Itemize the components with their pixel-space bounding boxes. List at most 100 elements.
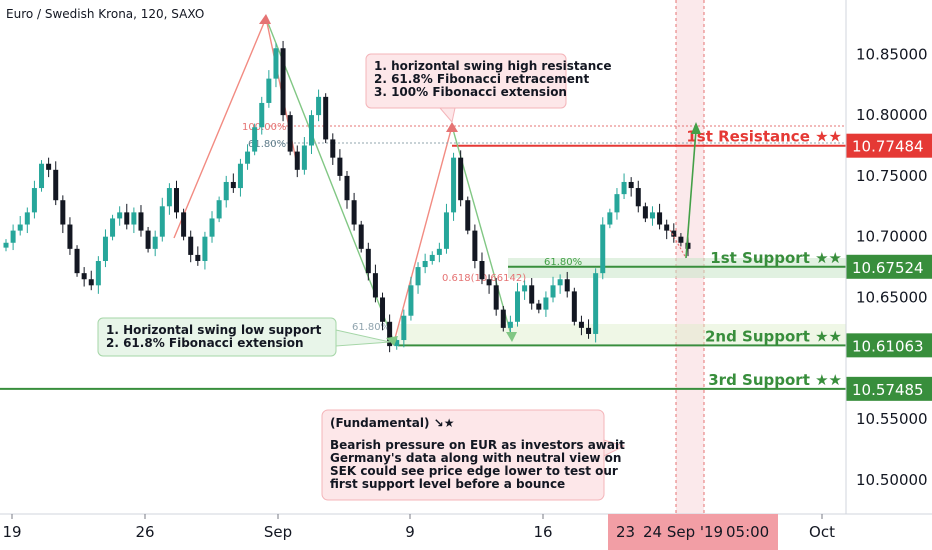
candle-body-87	[621, 181, 627, 195]
candle-body-5	[39, 163, 45, 189]
level-price-bg-0	[846, 133, 932, 158]
x-cursor-bg	[608, 514, 778, 550]
candle-body-41	[294, 151, 300, 170]
x-tick-label-0: 19	[2, 523, 21, 541]
y-axis-ticks: 10.85000 10.80000 10.75000 10.70000 10.65000…	[856, 45, 928, 489]
candle-body-2	[17, 224, 23, 231]
fib-618-support-label: 61.80%	[352, 322, 390, 333]
fundamental-note-line-6: first support level before a bounce	[330, 477, 565, 491]
level-price-0: 10.77484	[852, 138, 924, 156]
support-note-pointer	[335, 329, 391, 347]
x-cursor-time: 05:00	[726, 523, 769, 541]
candle-body-3	[24, 212, 30, 225]
candle-body-31	[223, 181, 229, 201]
candle-body-62	[443, 212, 449, 249]
candle-body-43	[308, 115, 314, 146]
candle-body-63	[451, 157, 457, 213]
candle-body-1	[10, 230, 16, 243]
candle-body-44	[316, 96, 322, 116]
candle-body-28	[202, 236, 208, 261]
candle-body-80	[571, 291, 577, 322]
candle-body-12	[88, 279, 94, 286]
level-name-3: 3rd Support ★★	[708, 371, 842, 389]
y-tick-label-3: 10.70000	[856, 228, 928, 246]
candle-body-70	[500, 309, 506, 328]
fib-100-label: 100.00%	[242, 122, 287, 133]
resistance-note: 1. horizontal swing high resistance 2. 6…	[365, 53, 612, 124]
projection-up-line	[685, 129, 697, 259]
candle-body-15	[110, 218, 116, 237]
candle-body-88	[628, 181, 634, 189]
fib-arrowhead-second-low	[506, 332, 517, 342]
candle-body-73	[522, 285, 528, 292]
candle-body-51	[365, 248, 371, 274]
candle-body-40	[287, 115, 293, 152]
x-tick-label-5: Oct	[809, 523, 835, 541]
fundamental-note-line-5: SEK could see price edge lower to test o…	[330, 464, 618, 478]
y-tick-label-1: 10.80000	[856, 106, 928, 124]
projection-down-dotted	[669, 229, 687, 259]
candle-body-72	[515, 291, 520, 322]
x-cursor-label: 23 24 Sep '19 05:00	[608, 514, 778, 550]
fundamental-note: (Fundamental) ↘★ Bearish pressure on EUR…	[321, 409, 626, 501]
level-name-1: 1st Support ★★	[710, 249, 842, 267]
support-zone-1	[508, 258, 846, 278]
resistance-note-line-3: 3. 100% Fibonacci extension	[374, 85, 567, 99]
candle-body-60	[429, 254, 435, 261]
candle-body-86	[614, 194, 620, 213]
chart-title: Euro / Swedish Krona, 120, SAXO	[6, 7, 204, 21]
candle-body-14	[102, 236, 108, 261]
candle-body-77	[550, 285, 556, 298]
candle-body-90	[642, 206, 648, 219]
candle-body-65	[465, 200, 471, 231]
candle-body-35	[252, 127, 258, 152]
candle-body-27	[195, 254, 201, 261]
candle-body-82	[586, 327, 592, 334]
x-axis-ticks: 19 26 Sep 9 16 Oct	[2, 514, 835, 541]
fib-618-label: 61.80%	[248, 139, 286, 150]
candle-body-91	[649, 212, 655, 219]
level-name-2: 2nd Support ★★	[705, 327, 842, 345]
y-tick-label-4: 10.65000	[856, 288, 928, 306]
candle-body-76	[543, 297, 549, 310]
candle-body-55	[394, 340, 400, 347]
candle-body-6	[46, 163, 52, 170]
support-note-line-1: 1. Horizontal swing low support	[106, 323, 322, 337]
x-cursor-day: 23	[616, 523, 635, 541]
candle-body-46	[330, 139, 336, 158]
fib-rebound-leg	[393, 125, 453, 343]
fib-arrowhead-top	[446, 122, 458, 132]
x-tick-label-1: 26	[135, 523, 154, 541]
candle-body-59	[422, 261, 428, 268]
candle-body-66	[472, 230, 478, 261]
support-note-line-2: 2. 61.8% Fibonacci extension	[106, 336, 304, 350]
candle-body-79	[564, 279, 570, 292]
candle-body-57	[408, 285, 414, 316]
candle-body-54	[387, 321, 393, 347]
candle-body-36	[259, 102, 265, 128]
support-note: 1. Horizontal swing low support 2. 61.8%…	[97, 317, 391, 357]
candle-body-89	[635, 188, 641, 207]
x-tick-label-2: Sep	[264, 523, 292, 541]
candle-body-96	[685, 242, 691, 249]
y-tick-label-5: 10.55000	[856, 410, 928, 428]
level-lines: 1st Resistance ★★ 10.77484 1st Support ★★ 1…	[0, 128, 932, 401]
fib-arrowhead-peak	[259, 14, 271, 24]
projection-up-arrowhead	[691, 122, 701, 134]
y-tick-label-0: 10.85000	[856, 45, 928, 63]
candle-body-81	[578, 321, 584, 328]
candle-body-9	[67, 224, 73, 249]
candle-body-75	[536, 303, 542, 310]
fibonacci-drawings: 100.00%61.80%61.80%0.618(10.66142)61.80%	[173, 15, 846, 343]
fundamental-note-line-1: (Fundamental) ↘★	[330, 416, 454, 430]
candle-body-7	[53, 169, 59, 201]
candle-body-61	[436, 248, 442, 255]
y-tick-label-2: 10.75000	[856, 167, 928, 185]
level-price-bg-1	[846, 254, 932, 279]
level-price-bg-3	[846, 376, 932, 401]
x-tick-label-3: 9	[405, 523, 415, 541]
x-tick-label-4: 16	[533, 523, 552, 541]
candle-body-42	[301, 145, 307, 170]
candle-body-16	[117, 212, 123, 219]
